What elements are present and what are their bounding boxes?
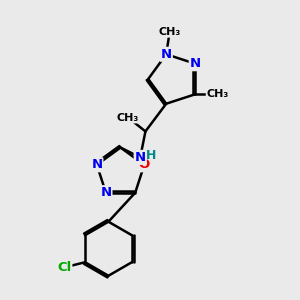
- Text: CH₃: CH₃: [117, 112, 139, 123]
- Text: N: N: [135, 151, 146, 164]
- Text: CH₃: CH₃: [159, 27, 181, 37]
- Text: H: H: [146, 149, 157, 162]
- Text: O: O: [139, 158, 150, 171]
- Text: N: N: [161, 48, 172, 61]
- Text: N: N: [190, 57, 201, 70]
- Text: Cl: Cl: [57, 261, 71, 274]
- Text: N: N: [100, 186, 112, 199]
- Text: N: N: [91, 158, 102, 171]
- Text: CH₃: CH₃: [207, 89, 229, 99]
